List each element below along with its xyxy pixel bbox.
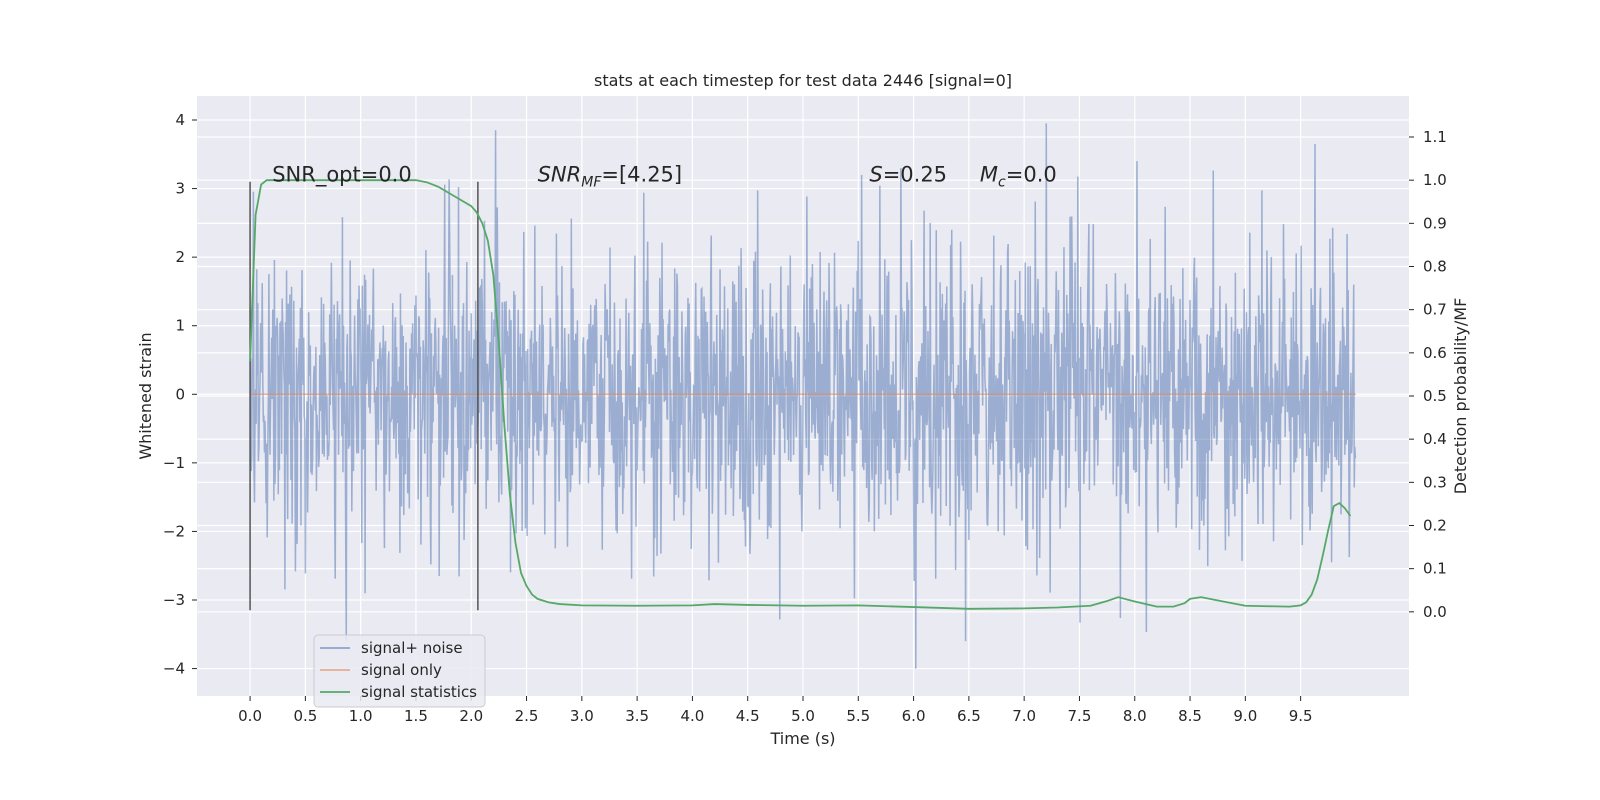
signal-noise-series — [249, 123, 1357, 669]
annotation-s-param: S=0.25 — [869, 163, 947, 187]
annotation-snr-mf-value: =[4.25] — [601, 163, 682, 187]
y-axis-ticks: 4 3 2 1 0 −1 −2 −3 −4 — [163, 111, 197, 678]
annotations: SNR_opt=0.0 SNRMF=[4.25] S=0.25 Mc=0.0 — [272, 163, 1057, 191]
annotation-snr-mf-main: SNR — [538, 163, 582, 187]
legend: signal+ noise signal only signal statistic… — [313, 634, 486, 708]
y2-tick-label: 0.5 — [1423, 387, 1447, 405]
annotation-snr-mf: SNRMF=[4.25] — [538, 163, 683, 191]
y2-tick-label: 0.4 — [1423, 430, 1447, 448]
x-tick-label: 2.5 — [515, 707, 539, 725]
y-tick-label: −2 — [163, 522, 185, 540]
x-tick-label: 4.0 — [680, 707, 704, 725]
y-tick-label: 1 — [175, 317, 185, 335]
x-tick-label: 6.0 — [902, 707, 926, 725]
annotation-s-param-value: =0.25 — [883, 163, 947, 187]
signal-statistics-series — [249, 179, 1352, 610]
annotation-snr-opt: SNR_opt=0.0 — [272, 163, 412, 188]
x-tick-label: 3.5 — [625, 707, 649, 725]
y2-tick-label: 1.1 — [1423, 128, 1447, 146]
x-tick-label: 9.0 — [1233, 707, 1257, 725]
x-tick-label: 0.0 — [238, 707, 262, 725]
annotation-mc-param-subscript: c — [998, 175, 1006, 191]
y2-tick-label: 0.6 — [1423, 344, 1447, 362]
y-tick-label: 0 — [175, 385, 185, 403]
y-tick-label: 4 — [175, 111, 185, 129]
x-tick-label: 3.0 — [570, 707, 594, 725]
y-axis-label: Whitened strain — [136, 332, 155, 459]
y2-axis-label: Detection probability/MF — [1451, 298, 1470, 495]
x-axis-label: Time (s) — [769, 729, 835, 748]
x-tick-label: 1.5 — [404, 707, 428, 725]
chart-title: stats at each timestep for test data 244… — [594, 71, 1012, 90]
x-tick-label: 1.0 — [349, 707, 373, 725]
annotation-mc-param: Mc=0.0 — [980, 163, 1057, 191]
y2-tick-label: 0.1 — [1423, 560, 1447, 578]
annotation-snr-opt-main: SNR_opt=0.0 — [272, 163, 412, 188]
y2-axis-ticks: 1.1 1.0 0.9 0.8 0.7 0.6 0.5 0.4 0.3 0.2 0.1 0.0 — [1409, 128, 1447, 621]
x-tick-label: 4.5 — [736, 707, 760, 725]
x-tick-label: 5.5 — [846, 707, 870, 725]
legend-box — [313, 634, 486, 708]
x-tick-label: 0.5 — [293, 707, 317, 725]
y-tick-label: −4 — [163, 660, 185, 678]
y-tick-label: 2 — [175, 248, 185, 266]
y-tick-label: −3 — [163, 591, 185, 609]
x-tick-label: 8.5 — [1178, 707, 1202, 725]
signal-noise-line — [249, 123, 1357, 669]
y2-tick-label: 0.8 — [1423, 258, 1447, 276]
y-tick-label: −1 — [163, 454, 185, 472]
annotation-s-param-main: S — [869, 163, 882, 187]
x-tick-label: 5.0 — [791, 707, 815, 725]
annotation-mc-param-main: M — [980, 163, 998, 187]
x-tick-label: 6.5 — [957, 707, 981, 725]
y2-tick-label: 0.2 — [1423, 516, 1447, 534]
y2-tick-label: 0.0 — [1423, 603, 1447, 621]
x-axis-ticks: 0.0 0.5 1.0 1.5 2.0 2.5 3.0 3.5 4.0 4.5 5.0 5.5 6.0 6… — [238, 696, 1313, 725]
x-tick-label: 7.5 — [1068, 707, 1092, 725]
event-markers — [249, 181, 479, 611]
y2-tick-label: 1.0 — [1423, 171, 1447, 189]
y2-tick-label: 0.9 — [1423, 214, 1447, 232]
legend-label: signal+ noise — [361, 639, 463, 657]
annotation-snr-mf-subscript: MF — [581, 175, 602, 191]
legend-label: signal statistics — [361, 683, 477, 701]
legend-label: signal only — [361, 661, 442, 679]
signal-statistics-line — [249, 179, 1352, 610]
x-tick-label: 8.0 — [1123, 707, 1147, 725]
x-tick-label: 9.5 — [1289, 707, 1313, 725]
y2-tick-label: 0.7 — [1423, 301, 1447, 319]
x-tick-label: 2.0 — [459, 707, 483, 725]
y2-tick-label: 0.3 — [1423, 473, 1447, 491]
annotation-mc-param-value: =0.0 — [1006, 163, 1057, 187]
y-tick-label: 3 — [175, 180, 185, 198]
x-tick-label: 7.0 — [1012, 707, 1036, 725]
